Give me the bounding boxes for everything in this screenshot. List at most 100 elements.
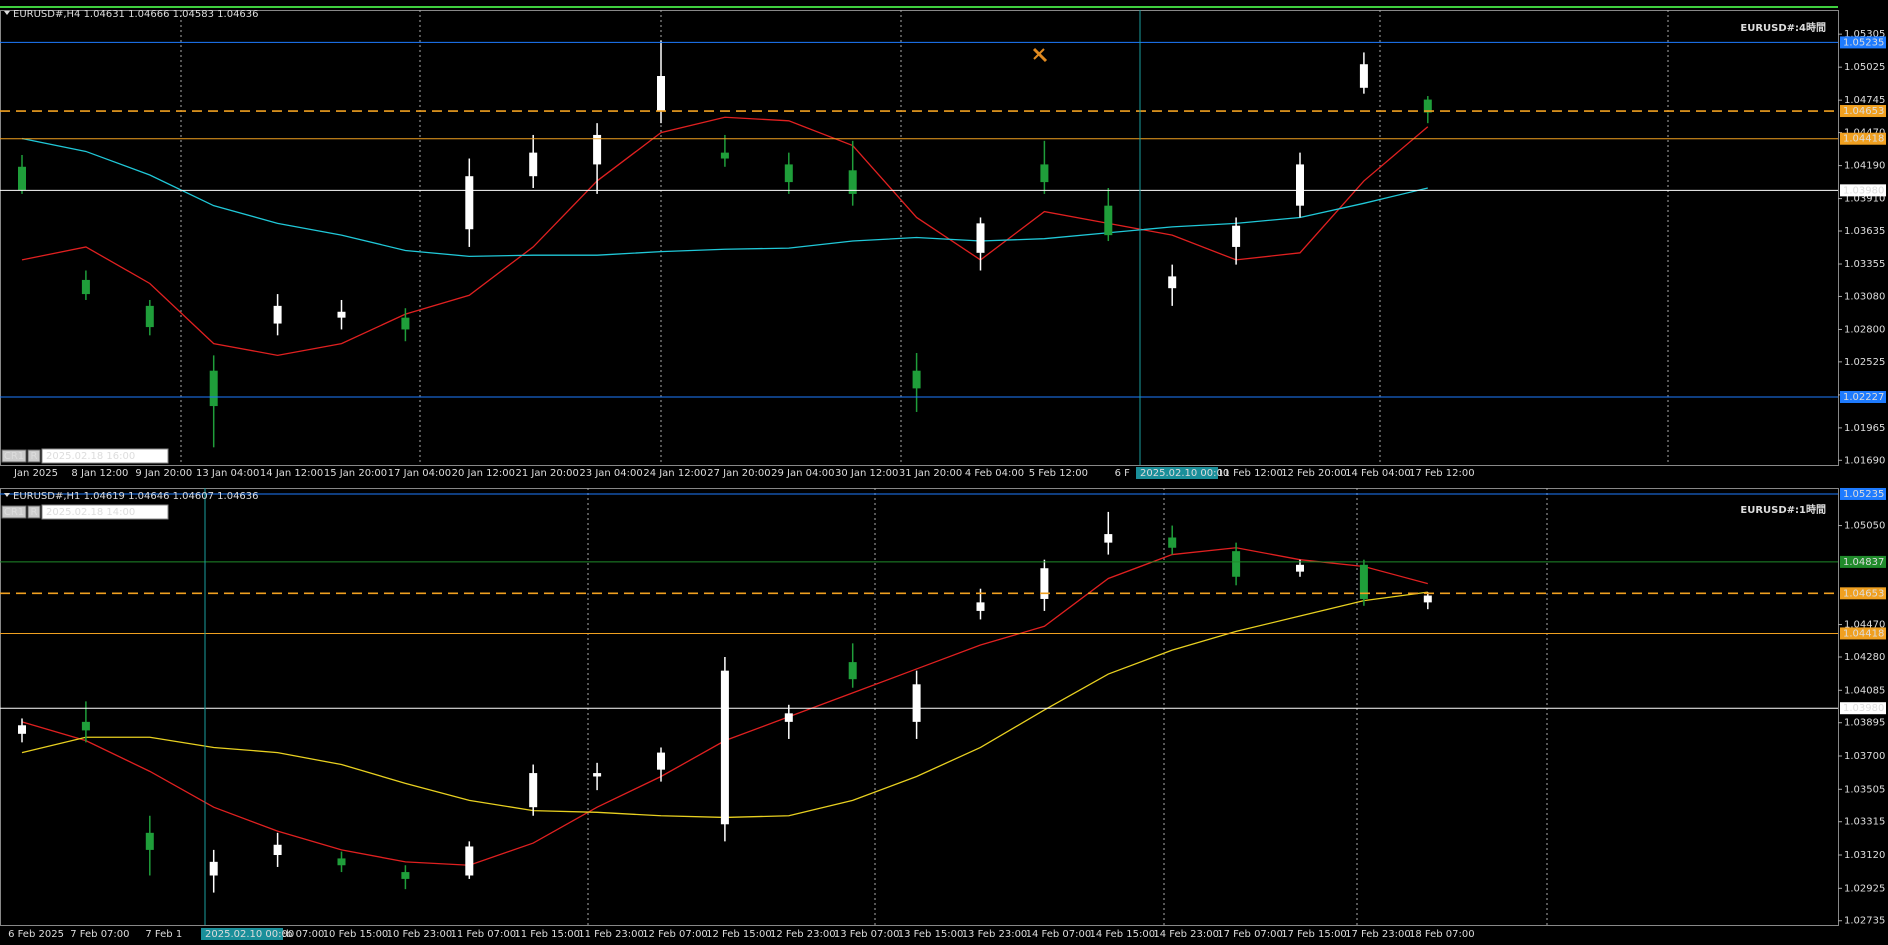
candle-body — [1040, 568, 1049, 599]
chart-button-label[interactable]: R — [31, 507, 38, 518]
crosshair-tag — [1136, 467, 1218, 479]
y-tick-label: 1.02735 — [1844, 916, 1885, 927]
price-tag-label: 1.05235 — [1843, 37, 1884, 48]
candle-body — [1423, 595, 1432, 603]
price-tag-label: 1.04653 — [1843, 106, 1884, 117]
price-tag-label: 1.05235 — [1843, 489, 1884, 500]
x-tick-label: 12 Feb 15:00 — [706, 929, 772, 940]
y-tick-label: 1.02925 — [1844, 883, 1885, 894]
x-tick-label: 11 Feb 12:00 — [1217, 468, 1283, 479]
x-tick-label: 10 Feb 23:00 — [387, 929, 453, 940]
candle-body — [657, 752, 665, 770]
y-tick-label: 1.05050 — [1844, 521, 1885, 532]
x-tick-label: 17 Jan 04:00 — [388, 468, 451, 479]
x-tick-label: 10 Feb 15:00 — [323, 929, 389, 940]
y-tick-label: 1.04470 — [1844, 620, 1885, 631]
candle-body — [209, 861, 218, 876]
symbol-header: EURUSD#,H1 1.04619 1.04646 1.04607 1.046… — [13, 491, 259, 502]
price-tag — [1840, 132, 1886, 145]
moving-average — [21, 116, 1429, 357]
candle-body — [145, 832, 154, 850]
y-tick-label: 1.03080 — [1844, 291, 1885, 302]
chart-button-label[interactable]: R — [31, 451, 38, 462]
y-tick-label: 1.05025 — [1844, 62, 1885, 73]
crosshair-tag-label: 2025.02.10 00:00 — [1140, 468, 1229, 479]
chart-button[interactable] — [27, 505, 41, 519]
candle-body — [209, 370, 218, 407]
x-tick-label: 12 Feb 07:00 — [642, 929, 708, 940]
x-tick-label: 14 Jan 12:00 — [260, 468, 323, 479]
x-tick-label: 11 Feb 15:00 — [514, 929, 580, 940]
price-tag-label: 1.02227 — [1843, 392, 1884, 403]
x-tick-label: Jan 2025 — [13, 468, 58, 479]
candle-body — [593, 773, 602, 777]
price-tag — [1840, 627, 1886, 640]
y-tick-label: 1.03635 — [1844, 226, 1885, 237]
candle-body — [720, 670, 729, 825]
x-tick-label: 13 Feb 07:00 — [834, 929, 900, 940]
candle-body — [976, 223, 985, 253]
time-box-label: 2025.02.18 16:00 — [46, 451, 135, 462]
candle-body — [720, 152, 729, 159]
candle-body — [401, 317, 410, 330]
plot-frame — [0, 10, 1839, 466]
x-tick-label: 17 Feb 12:00 — [1409, 468, 1475, 479]
x-tick-label: 27 Jan 20:00 — [707, 468, 770, 479]
y-tick-label: 1.03315 — [1844, 817, 1885, 828]
collapse-arrow — [4, 493, 10, 497]
x-tick-label: 4 Feb 04:00 — [965, 468, 1024, 479]
price-tag — [1840, 390, 1886, 403]
time-box-label: 2025.02.18 14:00 — [46, 507, 135, 518]
candle-body — [1232, 225, 1241, 247]
x-tick-label: 6 Feb 2025 — [8, 929, 64, 940]
candle-body — [529, 152, 538, 177]
x-tick-label: 5 Feb 12:00 — [1029, 468, 1088, 479]
price-tag-label: 1.04837 — [1843, 557, 1884, 568]
price-tag-label: 1.03980 — [1843, 185, 1884, 196]
y-tick-label: 1.04280 — [1844, 652, 1885, 663]
x-tick-label: 10 Feb 07:00 — [259, 929, 325, 940]
candle-body — [848, 662, 857, 680]
candle-body — [337, 858, 346, 866]
y-tick-label: 1.03505 — [1844, 784, 1885, 795]
y-tick-label: 1.02800 — [1844, 324, 1885, 335]
chart-button[interactable] — [27, 449, 41, 463]
candle-body — [1296, 564, 1304, 572]
moving-average — [21, 137, 1428, 258]
x-tick-label: 23 Jan 04:00 — [579, 468, 642, 479]
y-tick-label: 1.03355 — [1844, 259, 1885, 270]
crosshair-tag — [201, 928, 283, 940]
x-tick-label: 21 Jan 20:00 — [516, 468, 579, 479]
chart-button[interactable] — [1, 449, 27, 463]
chart-button-label[interactable]: CR1 — [4, 451, 24, 462]
x-tick-label: 17 Feb 23:00 — [1345, 929, 1411, 940]
x-tick-label: 18 Feb 07:00 — [1409, 929, 1475, 940]
candle-body — [912, 684, 921, 722]
price-tag — [1840, 587, 1886, 600]
y-tick-label: 1.02525 — [1844, 357, 1885, 368]
candle-body — [657, 76, 665, 112]
price-tag — [1840, 702, 1886, 715]
chart-title: EURUSD#:4時間 — [1740, 21, 1826, 34]
y-tick-label: 1.03700 — [1844, 751, 1885, 762]
candle-body — [1232, 551, 1241, 577]
price-tag — [1840, 487, 1886, 500]
x-tick-label: 30 Jan 12:00 — [835, 468, 898, 479]
chart-title: EURUSD#:1時間 — [1740, 503, 1826, 516]
chart-button-label[interactable]: CR1 — [4, 507, 24, 518]
candle-body — [401, 872, 410, 879]
chart-button[interactable] — [1, 505, 27, 519]
x-tick-label: 7 Feb 07:00 — [70, 929, 129, 940]
x-tick-label: 9 Jan 20:00 — [135, 468, 192, 479]
candle-body — [465, 176, 474, 230]
candle-body — [1296, 164, 1304, 206]
candle-body — [273, 305, 282, 324]
x-tick-label: 14 Feb 04:00 — [1345, 468, 1411, 479]
candle-body — [784, 713, 793, 722]
pencil-icon — [1032, 47, 1048, 63]
y-tick-label: 1.01690 — [1844, 455, 1885, 466]
y-tick-label: 1.04745 — [1844, 95, 1885, 106]
candle-body — [1423, 99, 1432, 113]
